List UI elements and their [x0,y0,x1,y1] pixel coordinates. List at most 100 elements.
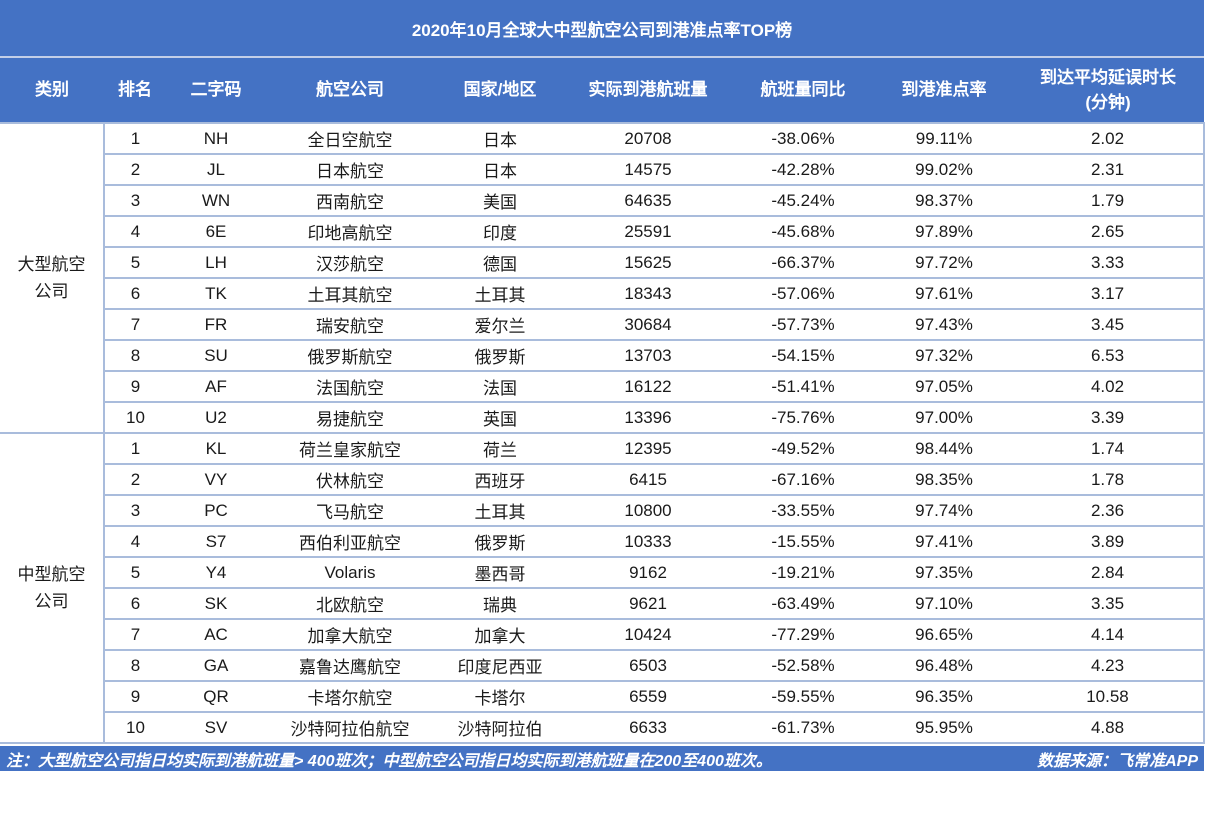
cell-delay: 1.78 [1012,464,1205,496]
cell-yoy: -19.21% [730,557,876,589]
cell-country: 德国 [434,247,566,279]
cell-rank: 3 [104,495,166,527]
cell-yoy: -63.49% [730,588,876,620]
cell-otp: 96.65% [876,619,1012,651]
cell-otp: 99.11% [876,123,1012,155]
cell-delay: 4.14 [1012,619,1205,651]
cell-country: 印度 [434,216,566,248]
cell-delay: 2.84 [1012,557,1205,589]
cell-otp: 97.10% [876,588,1012,620]
cell-delay: 10.58 [1012,681,1205,713]
cell-otp: 97.72% [876,247,1012,279]
table-row: 7 FR 瑞安航空 爱尔兰 30684 -57.73% 97.43% 3.45 [0,309,1205,341]
cell-flights: 20708 [566,123,730,155]
col-header-rank: 排名 [104,58,166,124]
table-row: 5 Y4 Volaris 墨西哥 9162 -19.21% 97.35% 2.84 [0,557,1205,589]
table-row: 5 LH 汉莎航空 德国 15625 -66.37% 97.72% 3.33 [0,247,1205,279]
table-row: 2 JL 日本航空 日本 14575 -42.28% 99.02% 2.31 [0,154,1205,186]
cell-country: 土耳其 [434,278,566,310]
cell-otp: 97.35% [876,557,1012,589]
cell-code: U2 [166,402,266,434]
cell-airline: 印地高航空 [266,216,434,248]
cell-airline: 瑞安航空 [266,309,434,341]
cell-country: 美国 [434,185,566,217]
cell-otp: 97.41% [876,526,1012,558]
cell-flights: 6415 [566,464,730,496]
airline-otp-table: 类别 排名 二字码 航空公司 国家/地区 实际到港航班量 航班量同比 到港准点率… [0,58,1205,744]
table-row: 7 AC 加拿大航空 加拿大 10424 -77.29% 96.65% 4.14 [0,619,1205,651]
cell-rank: 5 [104,557,166,589]
cell-otp: 97.43% [876,309,1012,341]
cell-delay: 2.31 [1012,154,1205,186]
cell-yoy: -42.28% [730,154,876,186]
cell-airline: 俄罗斯航空 [266,340,434,372]
cell-flights: 9621 [566,588,730,620]
cell-flights: 10800 [566,495,730,527]
col-header-delay-line2: (分钟) [1085,93,1131,112]
cell-airline: 法国航空 [266,371,434,403]
table-row: 9 QR 卡塔尔航空 卡塔尔 6559 -59.55% 96.35% 10.58 [0,681,1205,713]
cell-code: 6E [166,216,266,248]
cell-airline: 卡塔尔航空 [266,681,434,713]
cell-delay: 2.65 [1012,216,1205,248]
cell-otp: 97.32% [876,340,1012,372]
cell-country: 俄罗斯 [434,526,566,558]
cell-airline: 嘉鲁达鹰航空 [266,650,434,682]
cell-delay: 4.88 [1012,712,1205,744]
cell-flights: 13703 [566,340,730,372]
cell-airline: 北欧航空 [266,588,434,620]
cell-yoy: -45.24% [730,185,876,217]
table-row: 9 AF 法国航空 法国 16122 -51.41% 97.05% 4.02 [0,371,1205,403]
table-row: 10 SV 沙特阿拉伯航空 沙特阿拉伯 6633 -61.73% 95.95% 4.88 [0,712,1205,744]
cell-country: 俄罗斯 [434,340,566,372]
cell-otp: 98.44% [876,433,1012,465]
cell-airline: 荷兰皇家航空 [266,433,434,465]
cell-code: LH [166,247,266,279]
cell-code: PC [166,495,266,527]
header-row: 类别 排名 二字码 航空公司 国家/地区 实际到港航班量 航班量同比 到港准点率… [0,58,1204,124]
cell-delay: 1.74 [1012,433,1205,465]
cell-airline: 全日空航空 [266,123,434,155]
cell-flights: 16122 [566,371,730,403]
cell-otp: 97.61% [876,278,1012,310]
cell-flights: 6503 [566,650,730,682]
table-row: 8 GA 嘉鲁达鹰航空 印度尼西亚 6503 -52.58% 96.48% 4.23 [0,650,1205,682]
cell-yoy: -49.52% [730,433,876,465]
cell-yoy: -59.55% [730,681,876,713]
category-cell: 中型航空公司 [0,433,105,744]
cell-yoy: -61.73% [730,712,876,744]
cell-country: 日本 [434,123,566,155]
cell-delay: 6.53 [1012,340,1205,372]
table-row: 10 U2 易捷航空 英国 13396 -75.76% 97.00% 3.39 [0,402,1205,434]
cell-airline: 加拿大航空 [266,619,434,651]
cell-flights: 10333 [566,526,730,558]
table-row: 4 S7 西伯利亚航空 俄罗斯 10333 -15.55% 97.41% 3.89 [0,526,1205,558]
cell-country: 法国 [434,371,566,403]
col-header-category: 类别 [0,58,104,124]
cell-code: SK [166,588,266,620]
cell-flights: 64635 [566,185,730,217]
cell-country: 日本 [434,154,566,186]
table-row: 大型航空公司 1 NH 全日空航空 日本 20708 -38.06% 99.11% 2.02 [0,123,1205,434]
cell-otp: 98.35% [876,464,1012,496]
cell-code: S7 [166,526,266,558]
page-title: 2020年10月全球大中型航空公司到港准点率TOP榜 [0,0,1204,58]
cell-flights: 30684 [566,309,730,341]
cell-rank: 8 [104,340,166,372]
cell-rank: 4 [104,216,166,248]
cell-code: NH [166,123,266,155]
cell-code: VY [166,464,266,496]
cell-code: KL [166,433,266,465]
cell-code: SV [166,712,266,744]
cell-otp: 95.95% [876,712,1012,744]
table-row: 6 SK 北欧航空 瑞典 9621 -63.49% 97.10% 3.35 [0,588,1205,620]
cell-yoy: -33.55% [730,495,876,527]
cell-airline: 易捷航空 [266,402,434,434]
col-header-code: 二字码 [166,58,266,124]
cell-code: WN [166,185,266,217]
cell-code: AC [166,619,266,651]
col-header-delay-line1: 到达平均延误时长 [1040,67,1176,87]
cell-delay: 4.02 [1012,371,1205,403]
col-header-otp: 到港准点率 [876,58,1012,124]
cell-code: GA [166,650,266,682]
